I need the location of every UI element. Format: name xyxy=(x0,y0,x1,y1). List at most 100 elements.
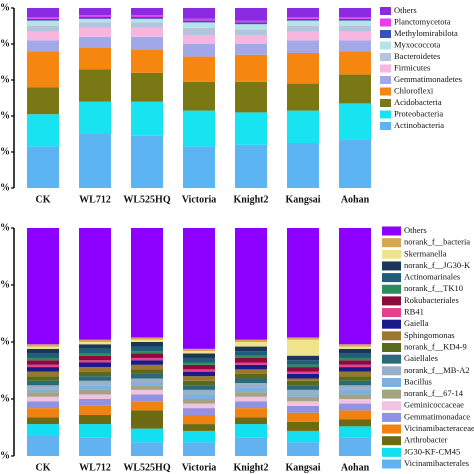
bar-segment xyxy=(27,31,59,41)
legend-swatch xyxy=(380,18,391,27)
bar-segment xyxy=(287,396,319,402)
bar-segment xyxy=(287,40,319,53)
bar-segment xyxy=(287,373,319,379)
bar-segment xyxy=(287,389,319,395)
bar-segment xyxy=(27,424,59,436)
bar-segment xyxy=(339,360,371,365)
legend-label: Bacillus xyxy=(404,376,432,386)
x-tick-label: Kangsai xyxy=(285,462,320,473)
bar-segment xyxy=(339,426,371,438)
bar-segment xyxy=(235,383,267,388)
bar-segment xyxy=(131,22,163,28)
bar-segment xyxy=(79,367,111,372)
legend-label: Vicinamibacteraceae xyxy=(404,423,474,433)
bar-segment xyxy=(79,22,111,28)
bar-segment xyxy=(27,396,59,402)
bar-segment xyxy=(235,369,267,374)
bar-segment xyxy=(287,412,319,422)
legend-label: Rokubacteriales xyxy=(404,295,459,305)
legend-label: RB41 xyxy=(404,307,424,317)
bar-segment xyxy=(27,408,59,418)
bar-segment xyxy=(27,367,59,372)
bar-segment xyxy=(183,81,215,111)
bar-segment xyxy=(79,348,111,354)
bar-segment xyxy=(27,26,59,32)
legend-label: Planctomycetota xyxy=(394,16,451,26)
bar-segment xyxy=(235,346,267,352)
bar-segment xyxy=(287,110,319,143)
bar-segment xyxy=(183,357,215,363)
legend-swatch xyxy=(380,110,391,119)
bar-segment xyxy=(339,344,371,347)
bar-segment xyxy=(27,385,59,390)
bar-segment xyxy=(183,442,215,456)
bar-segment xyxy=(339,26,371,32)
legend-label: Gemmatimonadetes xyxy=(394,74,462,84)
bar-segment xyxy=(79,17,111,19)
legend-swatch xyxy=(380,76,391,84)
y-tick-label: 75% xyxy=(0,279,10,290)
bar-segment xyxy=(79,399,111,406)
legend-swatch xyxy=(380,122,391,130)
bar-segment xyxy=(183,22,215,28)
bar-segment xyxy=(235,387,267,393)
bar-segment xyxy=(131,346,163,352)
legend-label: Proteobacteria xyxy=(394,108,443,118)
bar-segment xyxy=(287,20,319,26)
bar-segment xyxy=(27,380,59,386)
bar-segment xyxy=(79,405,111,415)
bar-segment xyxy=(131,101,163,136)
bar-segment xyxy=(339,103,371,140)
legend-swatch xyxy=(382,284,401,294)
bar-segment xyxy=(131,401,163,411)
legend-swatch xyxy=(380,99,391,107)
bar-segment xyxy=(131,342,163,347)
legend-label: Acidobacteria xyxy=(394,97,442,107)
bar-segment xyxy=(287,83,319,111)
y-tick-label: 0% xyxy=(0,182,10,193)
bar-segment xyxy=(131,378,163,384)
bar-segment xyxy=(27,389,59,393)
bar-segment xyxy=(27,392,59,397)
x-tick-label: Knight2 xyxy=(233,194,268,205)
bar-segment xyxy=(131,15,163,17)
x-tick-label: CK xyxy=(36,462,51,473)
legend-swatch xyxy=(382,296,401,306)
bar-segment xyxy=(235,144,267,188)
bar-segment xyxy=(79,228,111,340)
bar-segment xyxy=(131,357,163,361)
legend-label: Chloroflexi xyxy=(394,85,434,95)
legend-label: Skermanella xyxy=(404,248,447,258)
bar-segment xyxy=(131,135,163,188)
bar-segment xyxy=(339,348,371,354)
bar-segment xyxy=(27,344,59,347)
bar-segment xyxy=(339,31,371,41)
bar-segment xyxy=(79,424,111,438)
bar-segment xyxy=(183,348,215,352)
legend-label: Gaiella xyxy=(404,318,429,328)
bar-segment xyxy=(339,139,371,188)
bar-segment xyxy=(183,44,215,57)
bar-segment xyxy=(339,40,371,52)
bar-segment xyxy=(27,401,59,409)
bar-segment xyxy=(235,228,267,340)
bar-segment xyxy=(287,401,319,406)
bar-segment xyxy=(79,47,111,70)
bar-segment xyxy=(79,362,111,368)
bar-segment xyxy=(131,351,163,354)
bar-segment xyxy=(79,355,111,361)
legend-label: Gemmatimonadace xyxy=(404,411,470,421)
bar-segment xyxy=(339,357,371,361)
legend-swatch xyxy=(382,377,401,387)
y-tick-label: 80% xyxy=(0,38,10,49)
x-tick-label: Aohan xyxy=(341,194,370,205)
bar-segment xyxy=(339,17,371,19)
bar-segment xyxy=(287,339,319,356)
bar-segment xyxy=(183,364,215,370)
legend-label: Sphingomonas xyxy=(404,330,455,340)
legend-label: norank_f__bacteria xyxy=(404,237,470,247)
bar-segment xyxy=(79,342,111,345)
bar-segment xyxy=(339,437,371,456)
legend-swatch xyxy=(382,447,401,457)
bar-segment xyxy=(235,408,267,418)
